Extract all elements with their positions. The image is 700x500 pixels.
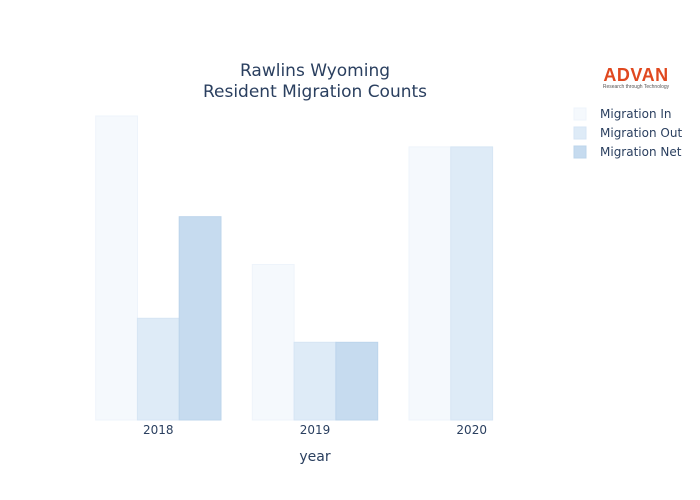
x-tick-label-2019: 2019 (300, 423, 331, 437)
bar-migration-out-2020[interactable] (450, 146, 494, 421)
logo-wordmark: ADVAN (603, 65, 669, 85)
legend-label-migration-net: Migration Net (600, 145, 682, 159)
legend-swatch-migration-in (573, 107, 587, 121)
legend-item-migration-in[interactable]: Migration In (573, 107, 672, 121)
bar-migration-out-2018[interactable] (136, 317, 180, 421)
chart-title-line-1: Rawlins Wyoming (240, 61, 390, 81)
bar-migration-in-2018[interactable] (95, 115, 138, 421)
x-tick-label-2020: 2020 (456, 423, 487, 437)
x-tick-label-2018: 2018 (143, 423, 174, 437)
bar-migration-in-2019[interactable] (251, 264, 295, 421)
bar-migration-out-2019[interactable] (293, 341, 337, 421)
bar-migration-in-2020[interactable] (408, 146, 452, 421)
legend[interactable]: Migration In Migration Out Migration Net (573, 107, 682, 159)
advan-logo: ADVAN Research through Technology (600, 66, 672, 90)
x-axis-title: year (299, 449, 330, 465)
legend-label-migration-out: Migration Out (600, 126, 682, 140)
bars-layer (95, 115, 494, 421)
bar-migration-net-2018[interactable] (178, 216, 222, 421)
legend-swatch-migration-net (573, 145, 587, 159)
legend-item-migration-net[interactable]: Migration Net (573, 145, 682, 159)
logo-tagline: Research through Technology (602, 84, 670, 90)
x-axis-ticks: 2018 2019 2020 (143, 423, 487, 437)
chart-title: Rawlins Wyoming Resident Migration Count… (203, 61, 427, 102)
bar-migration-net-2019[interactable] (335, 341, 379, 421)
chart-title-line-2: Resident Migration Counts (203, 82, 427, 102)
legend-label-migration-in: Migration In (600, 107, 672, 121)
legend-swatch-migration-out (573, 126, 587, 140)
legend-item-migration-out[interactable]: Migration Out (573, 126, 682, 140)
